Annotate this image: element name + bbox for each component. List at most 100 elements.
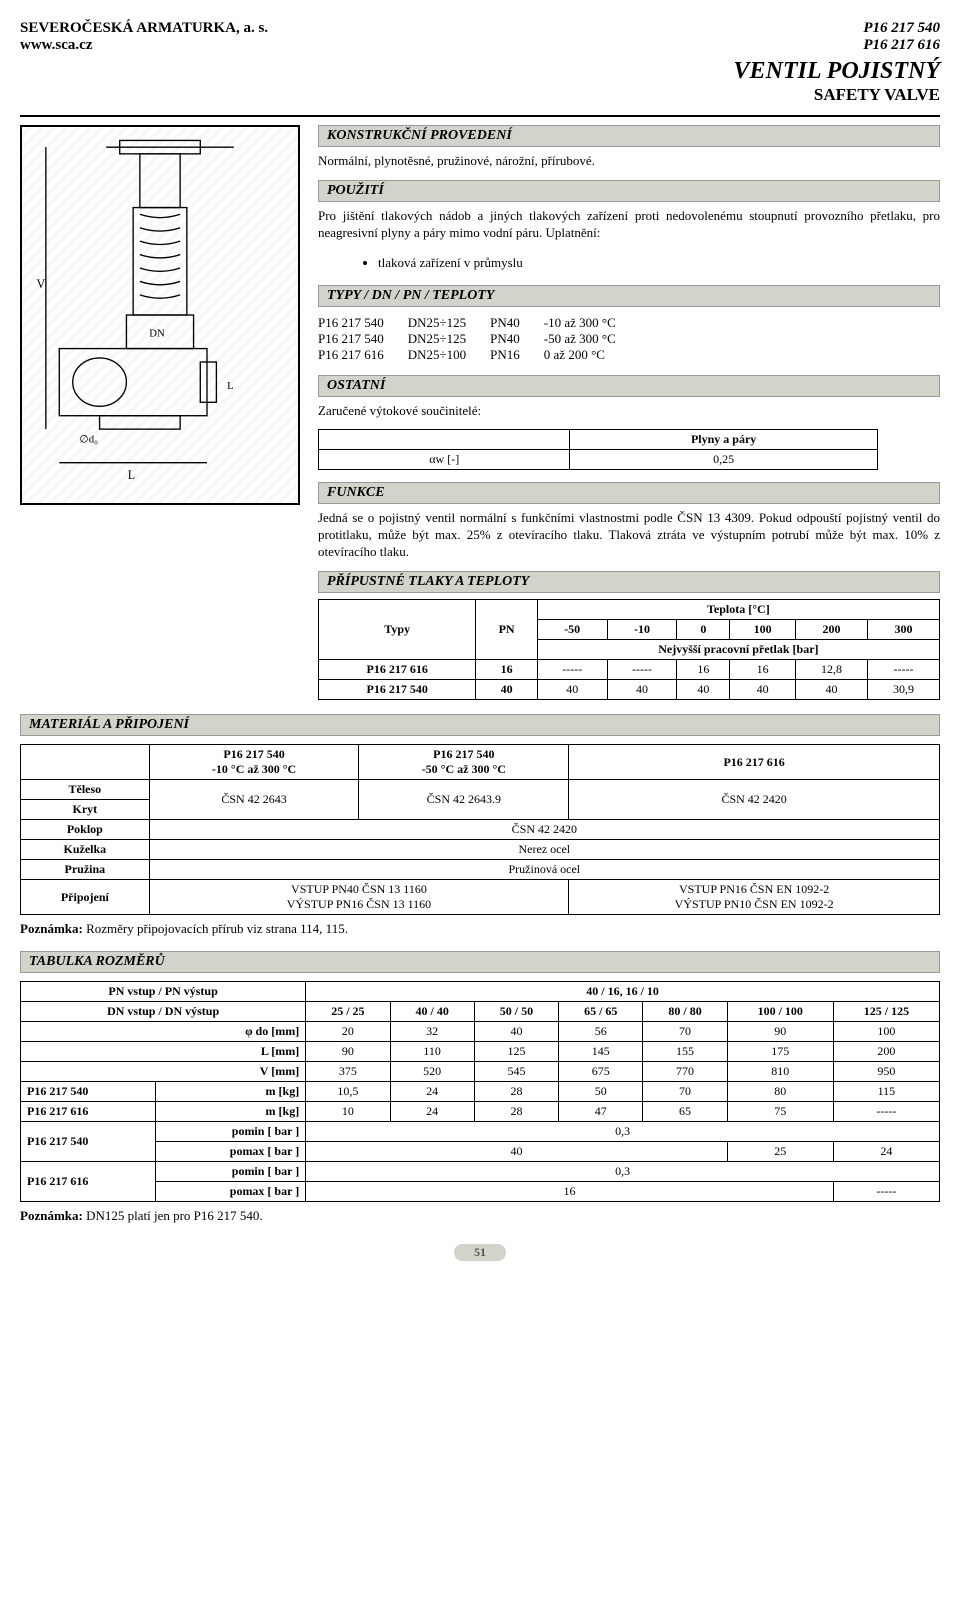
mat-col: P16 217 540-50 °C až 300 °C — [359, 745, 569, 780]
temp-col: -10 — [607, 620, 677, 640]
types-row: P16 217 540DN25÷125PN40-50 až 300 °C — [318, 331, 640, 347]
temp-col: 300 — [867, 620, 939, 640]
section-konstrukcni: KONSTRUKČNÍ PROVEDENÍ — [318, 125, 940, 147]
svg-text:L: L — [128, 468, 135, 482]
technical-drawing: V L DN L ∅d₀ — [20, 125, 300, 505]
temp-teplota: Teplota [°C] — [537, 600, 939, 620]
alpha-table: Plyny a páry αw [-] 0,25 — [318, 429, 878, 470]
svg-text:DN: DN — [149, 327, 165, 339]
dim-dn-col: 50 / 50 — [474, 1002, 558, 1022]
dim-dn-col: 65 / 65 — [559, 1002, 643, 1022]
types-row: P16 217 540DN25÷125PN40-10 až 300 °C — [318, 315, 640, 331]
section-pouziti: POUŽITÍ — [318, 180, 940, 202]
company-block: SEVEROČESKÁ ARMATURKA, a. s. www.sca.cz — [20, 20, 268, 54]
note-1: Poznámka: Rozměry připojovacích přírub v… — [20, 921, 940, 937]
types-cell: 0 až 200 °C — [544, 347, 640, 363]
left-column: V L DN L ∅d₀ — [20, 125, 300, 700]
types-cell: DN25÷125 — [408, 331, 490, 347]
product-codes: P16 217 540 P16 217 616 — [863, 20, 940, 54]
mat-row: TělesoČSN 42 2643ČSN 42 2643.9ČSN 42 242… — [21, 780, 940, 800]
code-1: P16 217 540 — [863, 20, 940, 37]
section-material: MATERIÁL A PŘIPOJENÍ — [20, 714, 940, 736]
temp-typy: Typy — [319, 600, 476, 660]
note2-text: DN125 platí jen pro P16 217 540. — [86, 1208, 263, 1223]
alpha-label: αw [-] — [319, 450, 570, 470]
mat-row: PoklopČSN 42 2420 — [21, 820, 940, 840]
code-2: P16 217 616 — [863, 37, 940, 54]
pouziti-text: Pro jištění tlakových nádob a jiných tla… — [318, 208, 940, 272]
types-cell: DN25÷125 — [408, 315, 490, 331]
note2-label: Poznámka: — [20, 1208, 83, 1223]
dim-pn-lbl: PN vstup / PN výstup — [21, 982, 306, 1002]
valve-drawing-svg: V L DN L ∅d₀ — [22, 127, 298, 503]
temp-col: 100 — [730, 620, 796, 640]
temp-pn: PN — [476, 600, 537, 660]
mat-row: PružinaPružinová ocel — [21, 860, 940, 880]
material-table: P16 217 540-10 °C až 300 °CP16 217 540-5… — [20, 744, 940, 915]
note1-label: Poznámka: — [20, 921, 83, 936]
dim-dn-lbl: DN vstup / DN výstup — [21, 1002, 306, 1022]
header-divider — [20, 115, 940, 117]
svg-text:L: L — [227, 380, 234, 392]
dimensions-table: PN vstup / PN výstup 40 / 16, 16 / 10 DN… — [20, 981, 940, 1202]
pouziti-body: Pro jištění tlakových nádob a jiných tla… — [318, 208, 940, 240]
dim-row: P16 217 540m [kg]10,52428507080115 — [21, 1082, 940, 1102]
section-rozmery: TABULKA ROZMĚRŮ — [20, 951, 940, 973]
temp-col: 200 — [795, 620, 867, 640]
types-cell: -50 až 300 °C — [544, 331, 640, 347]
section-tlaky: PŘÍPUSTNÉ TLAKY A TEPLOTY — [318, 571, 940, 593]
svg-text:∅d₀: ∅d₀ — [79, 434, 98, 446]
page-title: VENTIL POJISTNÝ — [20, 58, 940, 85]
section-typy: TYPY / DN / PN / TEPLOTY — [318, 285, 940, 307]
dim-dn-col: 125 / 125 — [833, 1002, 939, 1022]
page-header: SEVEROČESKÁ ARMATURKA, a. s. www.sca.cz … — [20, 20, 940, 54]
page-number: 51 — [454, 1244, 506, 1261]
dim-dn-col: 100 / 100 — [727, 1002, 833, 1022]
mat-col: P16 217 616 — [569, 745, 940, 780]
types-row: P16 217 616DN25÷100PN160 až 200 °C — [318, 347, 640, 363]
types-cell: P16 217 540 — [318, 331, 408, 347]
konstrukcni-text: Normální, plynotěsné, pružinové, nárožní… — [318, 153, 940, 170]
alpha-header: Plyny a páry — [570, 430, 877, 450]
dim-row: L [mm]90110125145155175200 — [21, 1042, 940, 1062]
temp-table: Typy PN Teplota [°C] -50-100100200300 Ne… — [318, 599, 940, 700]
types-cell: PN40 — [490, 315, 544, 331]
types-cell: DN25÷100 — [408, 347, 490, 363]
dim-row: pomax [ bar ]16----- — [21, 1182, 940, 1202]
note-2: Poznámka: DN125 platí jen pro P16 217 54… — [20, 1208, 940, 1224]
funkce-text: Jedná se o pojistný ventil normální s fu… — [318, 510, 940, 561]
types-cell: P16 217 616 — [318, 347, 408, 363]
right-column: KONSTRUKČNÍ PROVEDENÍ Normální, plynotěs… — [318, 125, 940, 700]
types-cell: -10 až 300 °C — [544, 315, 640, 331]
page-subtitle: SAFETY VALVE — [20, 85, 940, 105]
svg-text:V: V — [36, 277, 45, 291]
dim-row: P16 217 616pomin [ bar ]0,3 — [21, 1162, 940, 1182]
alpha-value: 0,25 — [570, 450, 877, 470]
mat-col: P16 217 540-10 °C až 300 °C — [149, 745, 359, 780]
types-cell: PN40 — [490, 331, 544, 347]
pouziti-list: tlaková zařízení v průmyslu — [338, 255, 940, 272]
mat-row: PřipojeníVSTUP PN40 ČSN 13 1160 VÝSTUP P… — [21, 880, 940, 915]
types-table: P16 217 540DN25÷125PN40-10 až 300 °CP16 … — [318, 315, 640, 363]
dim-row: pomax [ bar ]402524 — [21, 1142, 940, 1162]
dim-pn-val: 40 / 16, 16 / 10 — [306, 982, 940, 1002]
dim-row: P16 217 540pomin [ bar ]0,3 — [21, 1122, 940, 1142]
main-columns: V L DN L ∅d₀ KONSTRUKČNÍ PROVEDENÍ Normá… — [20, 125, 940, 700]
mat-row: KuželkaNerez ocel — [21, 840, 940, 860]
types-cell: PN16 — [490, 347, 544, 363]
section-ostatni: OSTATNÍ — [318, 375, 940, 397]
pouziti-bullet: tlaková zařízení v průmyslu — [378, 255, 940, 272]
ostatni-text: Zaručené výtokové součinitelé: — [318, 403, 940, 420]
temp-nejvyssi: Nejvyšší pracovní přetlak [bar] — [537, 640, 939, 660]
dim-row: V [mm]375520545675770810950 — [21, 1062, 940, 1082]
dim-dn-col: 80 / 80 — [643, 1002, 727, 1022]
temp-col: 0 — [677, 620, 730, 640]
dim-row: φ do [mm]203240567090100 — [21, 1022, 940, 1042]
temp-row: P16 217 54040404040404030,9 — [319, 680, 940, 700]
section-funkce: FUNKCE — [318, 482, 940, 504]
temp-col: -50 — [537, 620, 607, 640]
company-name: SEVEROČESKÁ ARMATURKA, a. s. — [20, 20, 268, 37]
dim-dn-col: 25 / 25 — [306, 1002, 390, 1022]
note1-text: Rozměry připojovacích přírub viz strana … — [86, 921, 348, 936]
company-website: www.sca.cz — [20, 37, 268, 54]
